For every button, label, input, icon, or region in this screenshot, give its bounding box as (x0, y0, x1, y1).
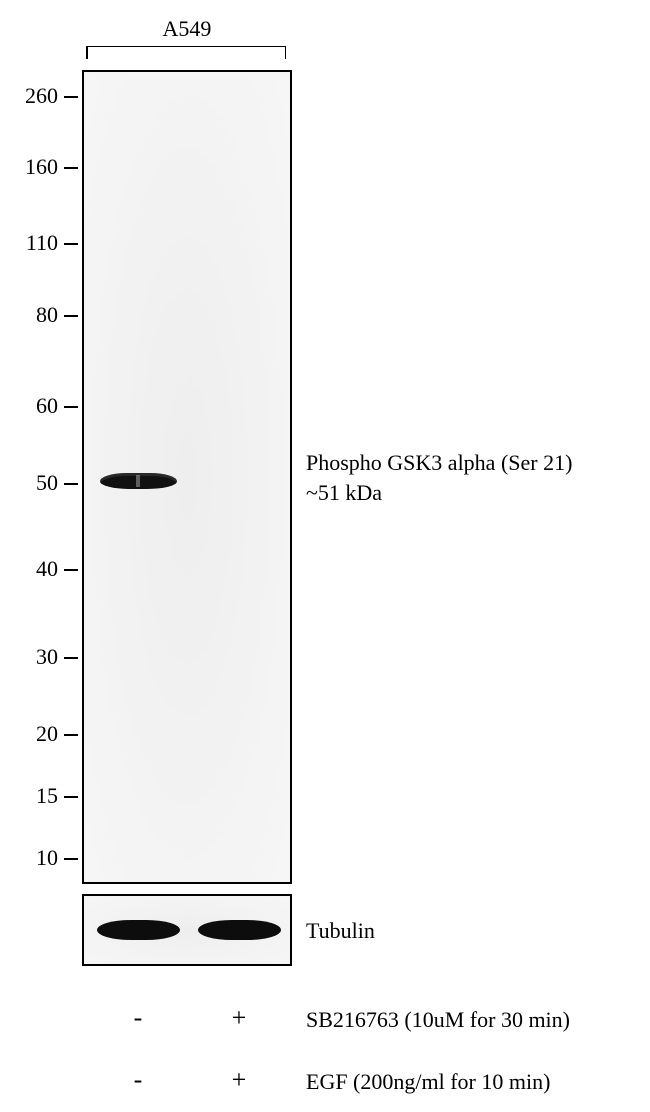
marker-label: 80 (16, 302, 58, 328)
treatment-symbol: + (229, 1065, 249, 1095)
marker-label: 160 (16, 154, 58, 180)
marker-label: 40 (16, 556, 58, 582)
marker-dash (64, 796, 78, 798)
marker-dash (64, 167, 78, 169)
sample-label: A549 (157, 16, 217, 42)
loading-label: Tubulin (306, 918, 375, 944)
marker-dash (64, 734, 78, 736)
treatment-symbol: + (229, 1003, 249, 1033)
marker-dash (64, 406, 78, 408)
marker-label: 20 (16, 721, 58, 747)
treatment-symbol: - (128, 1065, 148, 1095)
marker-label: 15 (16, 783, 58, 809)
marker-label: 10 (16, 845, 58, 871)
tubulin-band (97, 920, 180, 940)
treatment-label: SB216763 (10uM for 30 min) (306, 1007, 570, 1033)
marker-label: 60 (16, 393, 58, 419)
target-label-line1: Phospho GSK3 alpha (Ser 21) (306, 450, 572, 476)
tubulin-band (198, 920, 281, 940)
marker-dash (64, 483, 78, 485)
figure-root: A549 260 160 110 80 60 50 40 30 20 15 10 Phospho G… (0, 0, 650, 1112)
marker-dash (64, 315, 78, 317)
target-band-notch (136, 475, 140, 487)
marker-dash (64, 96, 78, 98)
treatment-symbol: - (128, 1003, 148, 1033)
target-label-line2: ~51 kDa (306, 480, 382, 506)
marker-dash (64, 243, 78, 245)
marker-label: 50 (16, 470, 58, 496)
marker-label: 110 (16, 230, 58, 256)
sample-bracket (86, 46, 286, 47)
marker-dash (64, 858, 78, 860)
treatment-label: EGF (200ng/ml for 10 min) (306, 1069, 550, 1095)
marker-dash (64, 657, 78, 659)
marker-dash (64, 569, 78, 571)
marker-label: 30 (16, 644, 58, 670)
marker-label: 260 (16, 83, 58, 109)
